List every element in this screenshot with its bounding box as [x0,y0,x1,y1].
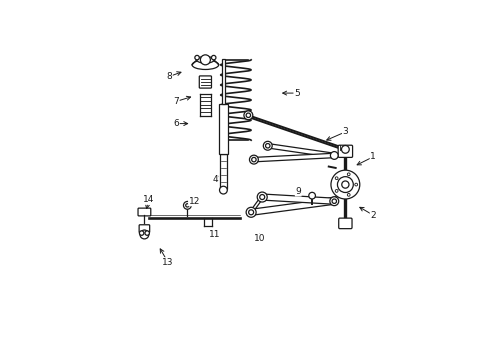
Circle shape [330,152,338,159]
Circle shape [140,231,144,235]
Text: 10: 10 [254,234,265,243]
Circle shape [332,199,337,203]
Polygon shape [262,194,335,204]
Polygon shape [268,144,335,158]
Bar [220,154,227,189]
FancyBboxPatch shape [339,218,352,229]
FancyBboxPatch shape [139,225,149,233]
Circle shape [338,177,353,193]
Circle shape [335,177,338,180]
FancyBboxPatch shape [338,145,353,157]
Circle shape [220,186,227,194]
Circle shape [195,55,199,60]
Circle shape [244,111,253,120]
Circle shape [246,113,250,117]
Circle shape [355,183,358,186]
Circle shape [260,194,265,199]
Text: 1: 1 [370,152,376,161]
Bar [219,104,228,154]
Circle shape [347,193,350,196]
Text: 5: 5 [294,89,300,98]
Polygon shape [250,196,263,213]
Text: 6: 6 [173,119,179,128]
Text: 7: 7 [173,97,179,106]
Circle shape [183,202,191,209]
Polygon shape [251,198,335,215]
Circle shape [266,144,270,148]
Text: 2: 2 [370,211,376,220]
Circle shape [263,141,272,150]
Circle shape [140,230,149,239]
Text: 11: 11 [209,230,221,239]
Text: 13: 13 [162,258,174,267]
Circle shape [212,55,216,60]
Text: 8: 8 [167,72,172,81]
Circle shape [347,173,350,176]
FancyBboxPatch shape [138,208,151,216]
Circle shape [249,155,258,164]
Circle shape [335,190,338,192]
Ellipse shape [192,60,219,69]
Bar [222,59,225,104]
Ellipse shape [197,57,214,63]
FancyBboxPatch shape [199,76,212,88]
Circle shape [186,204,189,207]
Circle shape [248,210,254,215]
Text: 12: 12 [189,197,200,206]
Circle shape [145,231,149,235]
Circle shape [200,55,210,65]
Text: 14: 14 [143,195,154,204]
Circle shape [331,170,360,199]
Circle shape [342,145,349,153]
Circle shape [257,192,267,202]
Text: 3: 3 [343,127,348,136]
Circle shape [342,181,349,188]
Circle shape [309,192,316,199]
Text: 4: 4 [212,175,218,184]
Circle shape [330,197,339,206]
Circle shape [252,157,256,162]
Polygon shape [254,153,334,162]
Circle shape [246,207,256,217]
Text: 9: 9 [295,187,301,196]
